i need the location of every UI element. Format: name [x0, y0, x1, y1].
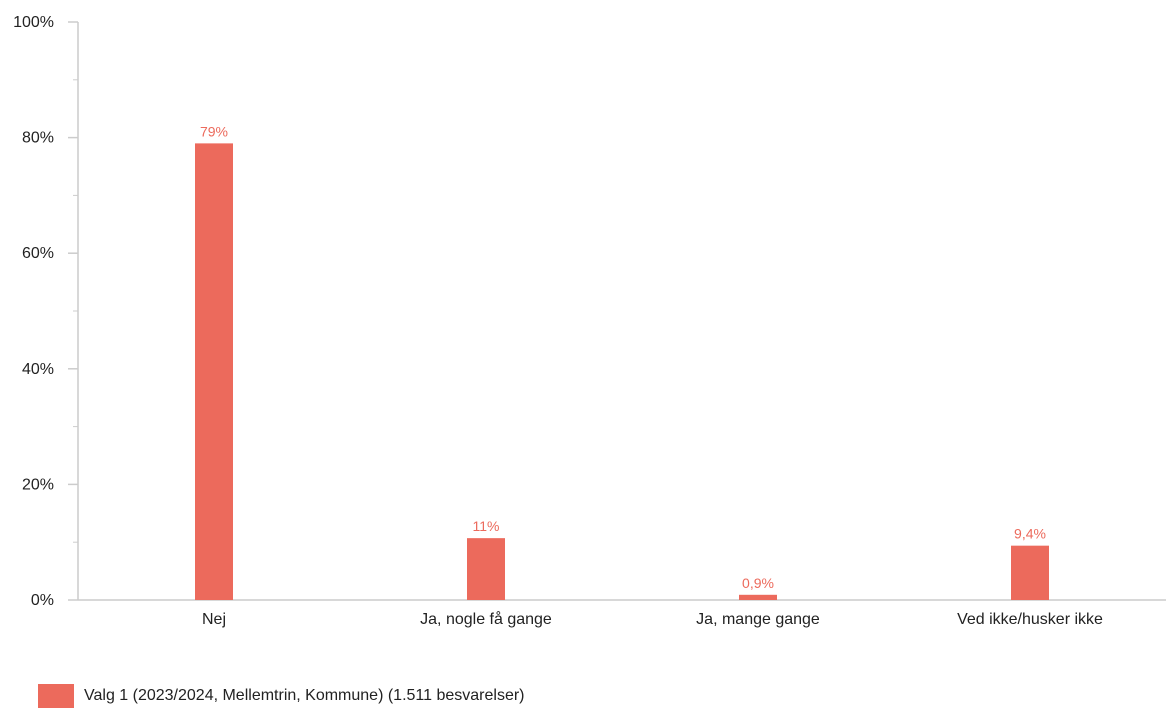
bar-value-label: 79%	[200, 123, 228, 139]
bar	[467, 538, 505, 600]
y-tick-label: 40%	[22, 361, 54, 378]
y-axis: 0% 20% 40% 60% 80% 100%	[13, 14, 79, 609]
y-tick-label: 0%	[31, 592, 54, 609]
data-labels: 79% 11% 0,9% 9,4%	[200, 123, 1046, 590]
legend-label: Valg 1 (2023/2024, Mellemtrin, Kommune) …	[84, 687, 525, 704]
bar	[739, 594, 777, 600]
y-tick-label: 60%	[22, 245, 54, 262]
legend-swatch	[38, 684, 74, 708]
bars	[195, 143, 1049, 600]
y-tick-label: 20%	[22, 476, 54, 493]
y-tick-label: 100%	[13, 14, 54, 31]
bar-value-label: 0,9%	[742, 575, 774, 591]
bar-value-label: 11%	[473, 518, 500, 534]
y-tick-label: 80%	[22, 130, 54, 147]
bar-chart: 0% 20% 40% 60% 80% 100% Nej Ja, nogle få gange…	[13, 14, 1166, 628]
x-tick-label: Ved ikke/husker ikke	[957, 611, 1103, 628]
x-axis: Nej Ja, nogle få gange Ja, mange gange Ved …	[78, 599, 1166, 628]
x-tick-label: Ja, mange gange	[696, 611, 820, 628]
bar-value-label: 9,4%	[1014, 526, 1046, 542]
x-tick-label: Nej	[202, 611, 226, 628]
bar	[195, 143, 233, 600]
bar	[1011, 545, 1049, 600]
legend: Valg 1 (2023/2024, Mellemtrin, Kommune) …	[38, 684, 525, 708]
x-tick-label: Ja, nogle få gange	[420, 610, 552, 628]
